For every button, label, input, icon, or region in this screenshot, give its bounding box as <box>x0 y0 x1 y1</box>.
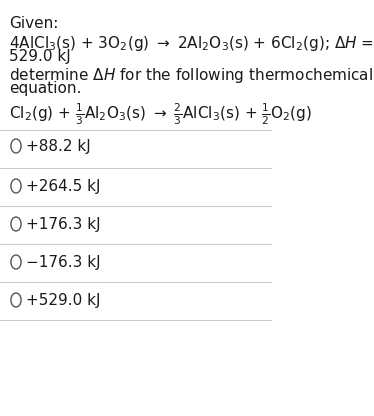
Text: equation.: equation. <box>9 81 81 96</box>
Text: Given:: Given: <box>9 16 58 31</box>
Text: determine $\Delta H$ for the following thermochemical: determine $\Delta H$ for the following t… <box>9 66 373 85</box>
Text: +264.5 kJ: +264.5 kJ <box>26 178 101 193</box>
Text: +529.0 kJ: +529.0 kJ <box>26 292 101 307</box>
Text: 529.0 kJ: 529.0 kJ <box>9 49 70 64</box>
Text: 4AlCl$_3$(s) + 3O$_2$(g) $\rightarrow$ 2Al$_2$O$_3$(s) + 6Cl$_2$(g); $\Delta H$ : 4AlCl$_3$(s) + 3O$_2$(g) $\rightarrow$ 2… <box>9 34 374 53</box>
Text: Cl$_2$(g) + $\frac{1}{3}$Al$_2$O$_3$(s) $\rightarrow$ $\frac{2}{3}$AlCl$_3$(s) +: Cl$_2$(g) + $\frac{1}{3}$Al$_2$O$_3$(s) … <box>9 101 312 126</box>
Text: +176.3 kJ: +176.3 kJ <box>26 216 101 231</box>
Text: +88.2 kJ: +88.2 kJ <box>26 139 91 154</box>
Text: −176.3 kJ: −176.3 kJ <box>26 255 101 270</box>
